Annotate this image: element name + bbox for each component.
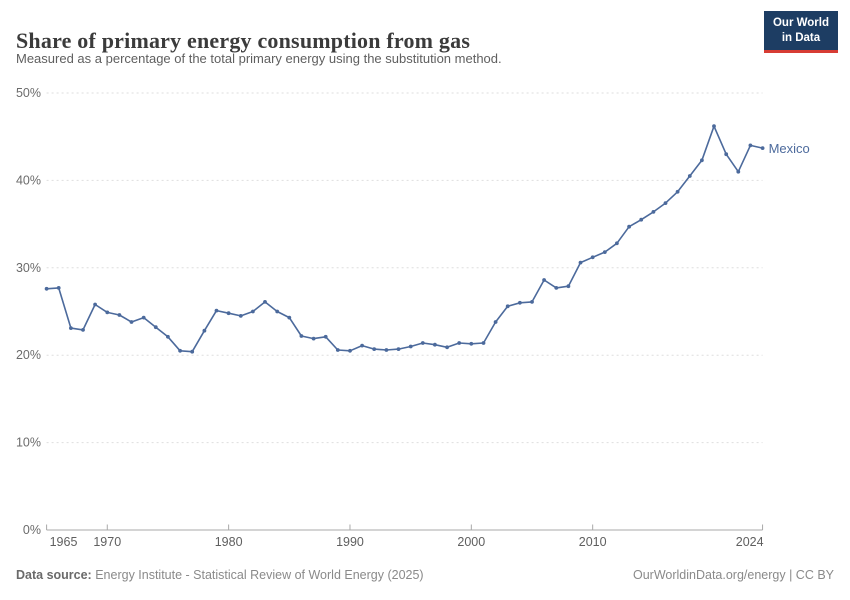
series-label-mexico[interactable]: Mexico [768,141,810,157]
data-point[interactable] [299,334,304,338]
data-point[interactable] [445,345,449,350]
data-point[interactable] [493,320,498,324]
data-line-mexico[interactable] [45,125,764,353]
chart-subtitle: Measured as a percentage of the total pr… [16,51,502,66]
data-point[interactable] [226,311,231,316]
data-point[interactable] [81,328,85,332]
x-axis-tick-label: 2010 [579,535,607,549]
x-axis-tick-label: 1980 [215,535,243,549]
chart-footer: Data source: Energy Institute - Statisti… [16,568,834,582]
data-point[interactable] [153,325,158,330]
data-point[interactable] [178,348,183,353]
data-point[interactable] [166,334,170,339]
data-point[interactable] [372,347,377,351]
data-point[interactable] [615,241,619,246]
y-axis-tick-label: 20% [16,348,41,362]
y-axis-tick-label: 10% [16,436,41,450]
page-title: Share of primary energy consumption from… [16,27,471,53]
y-axis-tick-label: 40% [16,173,41,187]
data-point[interactable] [56,286,61,290]
data-point[interactable] [602,250,607,255]
y-axis-tick-label: 0% [23,523,41,537]
data-point[interactable] [639,217,644,222]
x-axis-tick-label: 1970 [93,535,121,549]
data-source-text: Energy Institute - Statistical Review of… [91,568,424,582]
data-point[interactable] [129,320,134,324]
data-point[interactable] [481,341,486,345]
data-point[interactable] [505,304,510,309]
data-point[interactable] [433,342,437,347]
data-point[interactable] [700,158,704,163]
data-source-label: Data source: [16,568,92,582]
data-point[interactable] [311,336,316,341]
data-point[interactable] [651,210,656,214]
data-point[interactable] [396,347,401,351]
data-point[interactable] [263,300,267,304]
data-point[interactable] [457,341,462,345]
x-axis-tick-label: 1965 [50,535,78,549]
data-point[interactable] [238,314,243,318]
data-point[interactable] [275,309,280,314]
owid-logo-line2: in Data [781,31,821,44]
data-point[interactable] [384,348,389,352]
data-point[interactable] [105,310,110,315]
data-point[interactable] [335,348,340,352]
data-point[interactable] [748,143,753,148]
data-point[interactable] [663,201,668,206]
data-point[interactable] [69,326,73,330]
y-axis-tick-label: 50% [16,86,41,100]
data-point[interactable] [408,344,413,349]
data-point[interactable] [724,152,729,157]
y-axis-tick-label: 30% [16,261,41,275]
x-axis-tick-label: 2024 [736,535,764,549]
data-point[interactable] [469,341,474,346]
data-point[interactable] [675,189,680,194]
data-point[interactable] [530,300,534,304]
data-point[interactable] [687,174,692,178]
data-point[interactable] [518,300,522,305]
data-point[interactable] [93,302,97,307]
data-point[interactable] [348,348,352,353]
data-point[interactable] [190,349,195,354]
data-point[interactable] [420,341,425,345]
data-point[interactable] [360,343,364,348]
data-point[interactable] [287,315,292,320]
data-point[interactable] [760,146,765,151]
data-point[interactable] [141,315,146,320]
credit-link[interactable]: OurWorldinData.org/energy | CC BY [632,568,834,582]
data-point[interactable] [214,308,219,313]
data-source: Data source: Energy Institute - Statisti… [16,568,424,582]
x-axis-tick-label: 2000 [457,535,485,549]
x-axis-tick-label: 1990 [336,535,364,549]
owid-logo[interactable]: Our World in Data [763,11,838,53]
data-point[interactable] [251,309,255,314]
data-point[interactable] [712,124,716,129]
data-point[interactable] [542,278,546,282]
data-point[interactable] [736,169,741,174]
data-point[interactable] [44,286,49,291]
data-point[interactable] [590,255,595,260]
data-point[interactable] [323,334,328,339]
data-point[interactable] [627,224,631,229]
data-point[interactable] [117,313,122,317]
data-point[interactable] [554,286,559,290]
data-point[interactable] [578,260,583,265]
owid-logo-line1: Our World [772,17,829,29]
data-point[interactable] [202,328,207,333]
data-point[interactable] [566,284,571,289]
